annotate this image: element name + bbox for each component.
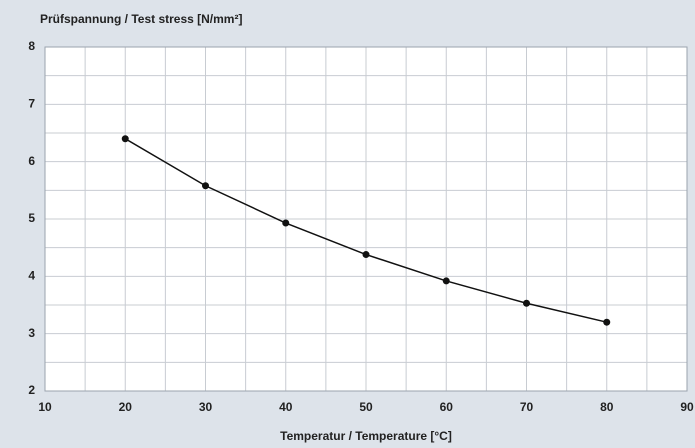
x-tick-label: 90: [680, 400, 694, 414]
x-tick-label: 50: [359, 400, 373, 414]
x-tick-label: 70: [520, 400, 534, 414]
plot-border: [44, 46, 688, 392]
y-tick-label: 5: [28, 211, 35, 225]
data-point: [202, 182, 209, 190]
chart-title: Prüfspannung / Test stress [N/mm²]: [40, 12, 242, 26]
x-tick-label: 60: [440, 400, 454, 414]
x-tick-label: 40: [279, 400, 293, 414]
x-axis-label: Temperatur / Temperature [°C]: [280, 429, 452, 443]
y-tick-label: 8: [28, 39, 35, 53]
y-tick-label: 7: [28, 97, 35, 111]
data-point: [442, 277, 450, 285]
data-point: [282, 219, 290, 227]
y-tick-label: 4: [28, 269, 35, 283]
data-point: [121, 135, 129, 143]
y-tick-label: 2: [28, 383, 35, 397]
y-tick-label: 3: [28, 326, 35, 340]
data-point: [362, 251, 370, 259]
x-tick-label: 20: [119, 400, 133, 414]
data-point: [603, 318, 611, 326]
y-tick-label: 6: [28, 154, 35, 168]
x-tick-label: 30: [199, 400, 213, 414]
x-tick-label: 80: [600, 400, 614, 414]
data-point: [523, 299, 530, 307]
x-tick-label: 10: [38, 400, 52, 414]
